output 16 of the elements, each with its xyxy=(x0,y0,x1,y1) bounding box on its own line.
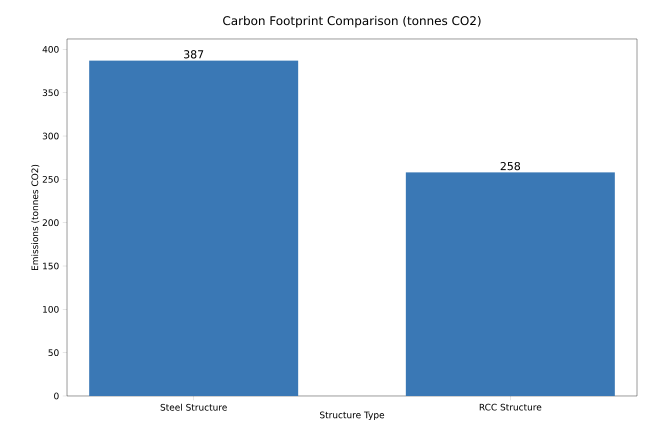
y-tick-label: 0 xyxy=(54,392,59,400)
y-tick-label: 200 xyxy=(42,219,59,226)
y-axis-title: Emissions (tonnes CO2) xyxy=(31,164,40,270)
data-label: 258 xyxy=(500,162,520,170)
x-axis-title: Structure Type xyxy=(320,412,384,420)
y-tick-label: 350 xyxy=(42,89,59,96)
y-tick-label: 150 xyxy=(43,262,59,270)
y-tick-label: 250 xyxy=(42,176,59,183)
x-tick-label: Steel Structure xyxy=(160,404,227,411)
chart-title: Carbon Footprint Comparison (tonnes CO2) xyxy=(223,16,481,28)
y-tick-label: 400 xyxy=(42,46,59,53)
data-label: 387 xyxy=(184,50,204,58)
y-tick-label: 100 xyxy=(43,306,59,313)
y-tick-label: 50 xyxy=(48,349,59,356)
y-tick-label: 300 xyxy=(42,132,59,140)
x-tick-label: RCC Structure xyxy=(480,404,542,411)
